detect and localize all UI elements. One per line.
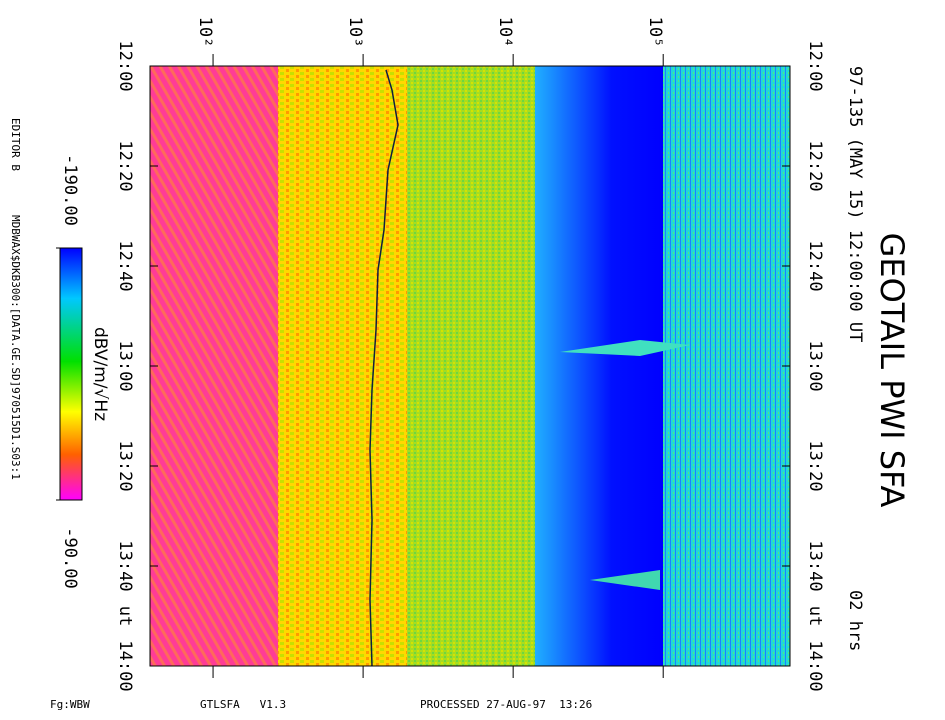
file-name: MDBWAX$DKB300:[DATA.GE.SD]970515D1.S03:1 [9,215,22,480]
editor: EDITOR B [9,118,22,171]
colorbar-tick-label: -190.00 [60,154,80,226]
y-tick-label: 12:00 [805,40,825,91]
x-tick-label: 10⁴ [495,17,515,48]
y-tick-label: 13:00 [805,340,825,391]
y-tick-label: 14:00 [115,640,135,691]
colorbar [59,247,83,501]
y-tick-label: 12:40 [805,240,825,291]
y-tick-label: 13:20 [805,440,825,491]
time-unit: ut [805,606,825,626]
chart-subtitle: 97-135 (MAY 15) 12:00:00 UT [845,66,865,342]
chart-title: GEOTAIL PWI SFA [873,233,911,508]
spectrogram-image [150,66,790,667]
duration: 02 hrs [845,590,865,651]
time-unit: ut [115,606,135,626]
footer-text: PROCESSED 27-AUG-97 13:26 [420,698,592,711]
footer-text: Fg:WBW [50,698,90,711]
y-tick-label: 12:00 [115,40,135,91]
y-tick-label: 12:40 [115,240,135,291]
colorbar-tick-label: -90.00 [60,527,80,588]
x-tick-label: 10³ [345,17,365,48]
y-tick-label: 13:00 [115,340,135,391]
footer-text: GTLSFA V1.3 [200,698,286,711]
x-tick-label: 10² [195,17,215,48]
y-tick-label: 14:00 [805,640,825,691]
y-tick-label: 13:20 [115,440,135,491]
y-tick-label: 13:40 [805,540,825,591]
x-tick-label: 10⁵ [645,17,665,48]
colorbar-label: dBV/m/√Hz [90,327,110,421]
y-tick-label: 13:40 [115,540,135,591]
y-tick-label: 12:20 [805,140,825,191]
y-tick-label: 12:20 [115,140,135,191]
